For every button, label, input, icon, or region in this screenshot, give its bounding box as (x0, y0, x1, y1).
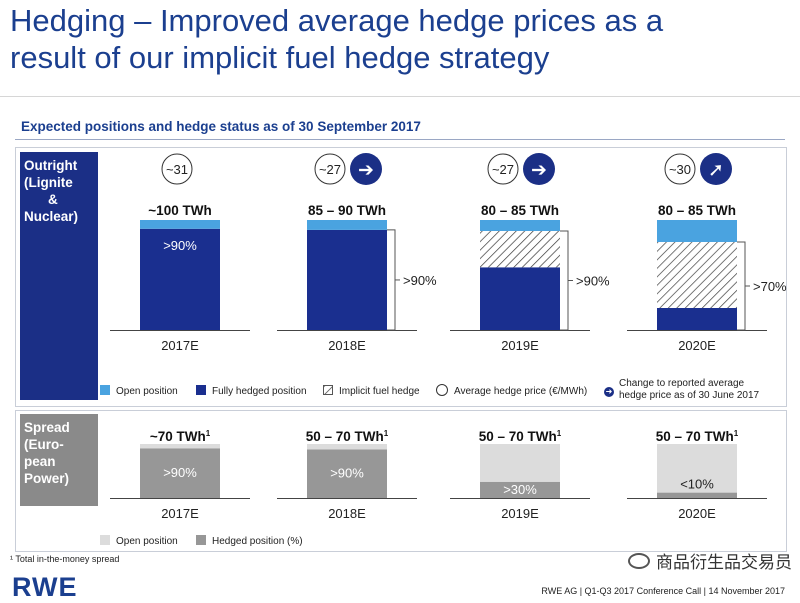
legend-avg-price-label: Average hedge price (€/MWh) (454, 386, 588, 397)
title-divider (0, 96, 800, 97)
outright-panel (15, 147, 787, 407)
outright-label-line: & (48, 192, 58, 207)
spread-panel (15, 410, 787, 552)
legend-implicit-swatch (323, 385, 333, 395)
legend-hedged-swatch (196, 385, 206, 395)
outright-label-box: Outright (Lignite & Nuclear) (20, 152, 98, 400)
outright-label-line: (Lignite (24, 175, 73, 190)
wechat-icon (628, 552, 650, 569)
legend-price-change: ➜ Change to reported average hedge price… (604, 378, 759, 402)
legend-open-swatch (100, 385, 110, 395)
legend-spread-hedged: Hedged position (%) (196, 535, 303, 547)
legend-change-line2: hedge price as of 30 June 2017 (619, 390, 760, 401)
watermark-text: 商品衍生品交易员 (656, 553, 792, 572)
legend-spread-hedged-label: Hedged position (%) (212, 536, 303, 547)
legend-implicit-fuel-hedge: Implicit fuel hedge (323, 385, 420, 397)
watermark: 商品衍生品交易员 (628, 548, 792, 573)
circle-icon (436, 384, 448, 396)
spread-label-line: (Euro- (24, 437, 64, 452)
chart-subtitle: Expected positions and hedge status as o… (21, 119, 421, 134)
footnote: ¹ Total in-the-money spread (10, 554, 120, 564)
title-line-1: Hedging – Improved average hedge prices … (10, 3, 664, 38)
legend-average-hedge-price: Average hedge price (€/MWh) (436, 384, 587, 397)
legend-spread-open: Open position (100, 535, 178, 547)
title-line-2: result of our implicit fuel hedge strate… (10, 40, 550, 75)
legend-open-label: Open position (116, 386, 178, 397)
spread-label-line: Spread (24, 420, 70, 435)
page-footer: RWE AG | Q1-Q3 2017 Conference Call | 14… (541, 586, 785, 596)
legend-fully-hedged: Fully hedged position (196, 385, 307, 397)
legend-implicit-label: Implicit fuel hedge (339, 386, 420, 397)
legend-hedged-label: Fully hedged position (212, 386, 307, 397)
spread-label-line: Power) (24, 471, 70, 486)
legend-spread-hedged-swatch (196, 535, 206, 545)
page-title: Hedging – Improved average hedge prices … (10, 2, 790, 76)
outright-label-line: Nuclear) (24, 209, 79, 224)
subtitle-divider (15, 139, 785, 140)
spread-label-box: Spread (Euro- pean Power) (20, 414, 98, 506)
legend-spread-open-label: Open position (116, 536, 178, 547)
rwe-logo: RWE (12, 572, 78, 602)
legend-open-position: Open position (100, 385, 178, 397)
arrow-circle-icon: ➜ (604, 387, 614, 397)
legend-change-line1: Change to reported average (619, 378, 745, 389)
legend-spread-open-swatch (100, 535, 110, 545)
outright-label-line: Outright (24, 158, 78, 173)
spread-label-line: pean (24, 454, 56, 469)
